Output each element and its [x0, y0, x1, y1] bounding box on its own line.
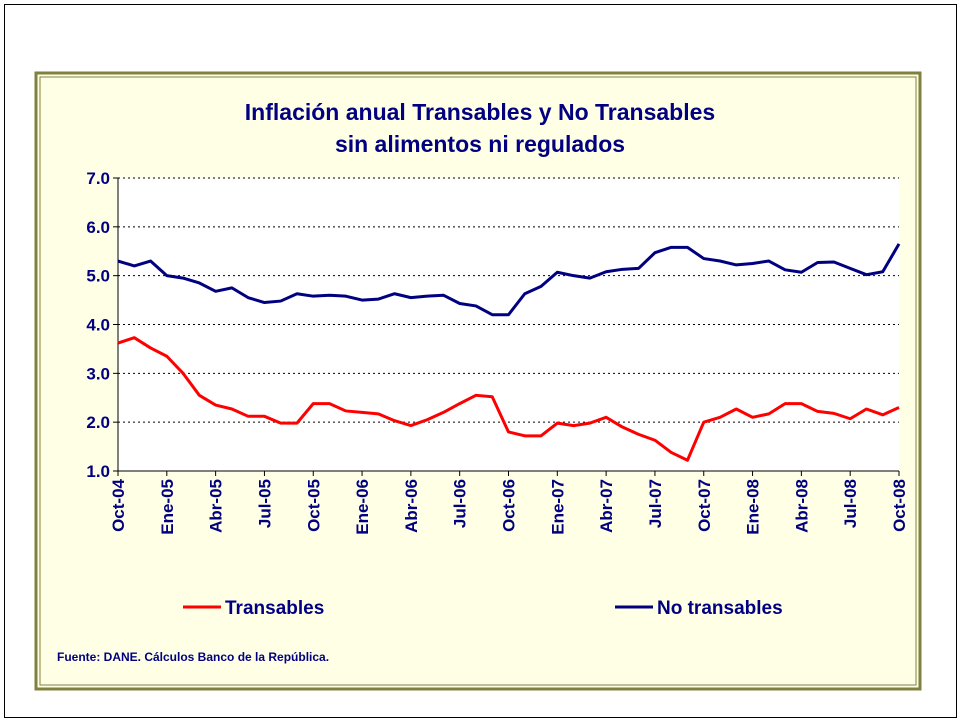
x-tick-label: Abr-06: [402, 479, 421, 533]
chart-title: sin alimentos ni regulados: [335, 131, 625, 157]
y-tick-label: 7.0: [86, 169, 110, 188]
x-tick-label: Ene-05: [158, 479, 177, 535]
chart-title: Inflación anual Transables y No Transabl…: [245, 99, 715, 125]
x-tick-label: Jul-07: [646, 479, 665, 528]
y-tick-label: 4.0: [86, 316, 110, 335]
series-line: [117, 243, 901, 317]
source-note: Fuente: DANE. Cálculos Banco de la Repúb…: [57, 650, 329, 664]
x-tick-label: Oct-08: [890, 479, 909, 532]
x-tick-label: Oct-06: [500, 479, 519, 532]
series-line: [117, 336, 900, 462]
y-tick-label: 5.0: [86, 267, 110, 286]
x-tick-label: Ene-07: [548, 479, 567, 535]
legend-label: No transables: [657, 598, 783, 619]
x-tick-label: Oct-04: [109, 478, 128, 531]
x-tick-label: Jul-08: [841, 479, 860, 528]
x-tick-label: Ene-08: [744, 479, 763, 535]
y-tick-label: 2.0: [86, 413, 110, 432]
x-tick-label: Abr-05: [207, 479, 226, 533]
y-tick-label: 3.0: [86, 364, 110, 383]
x-tick-label: Oct-07: [695, 479, 714, 532]
y-tick-label: 1.0: [86, 462, 110, 481]
chart-frame-inner: [39, 76, 917, 686]
x-tick-label: Oct-05: [304, 479, 323, 532]
x-tick-label: Jul-06: [451, 479, 470, 528]
x-tick-label: Ene-06: [353, 479, 372, 535]
legend-label: Transables: [225, 598, 324, 619]
x-tick-label: Abr-08: [792, 479, 811, 533]
x-tick-label: Abr-07: [597, 479, 616, 533]
y-tick-label: 6.0: [86, 218, 110, 237]
x-tick-label: Jul-05: [255, 479, 274, 528]
